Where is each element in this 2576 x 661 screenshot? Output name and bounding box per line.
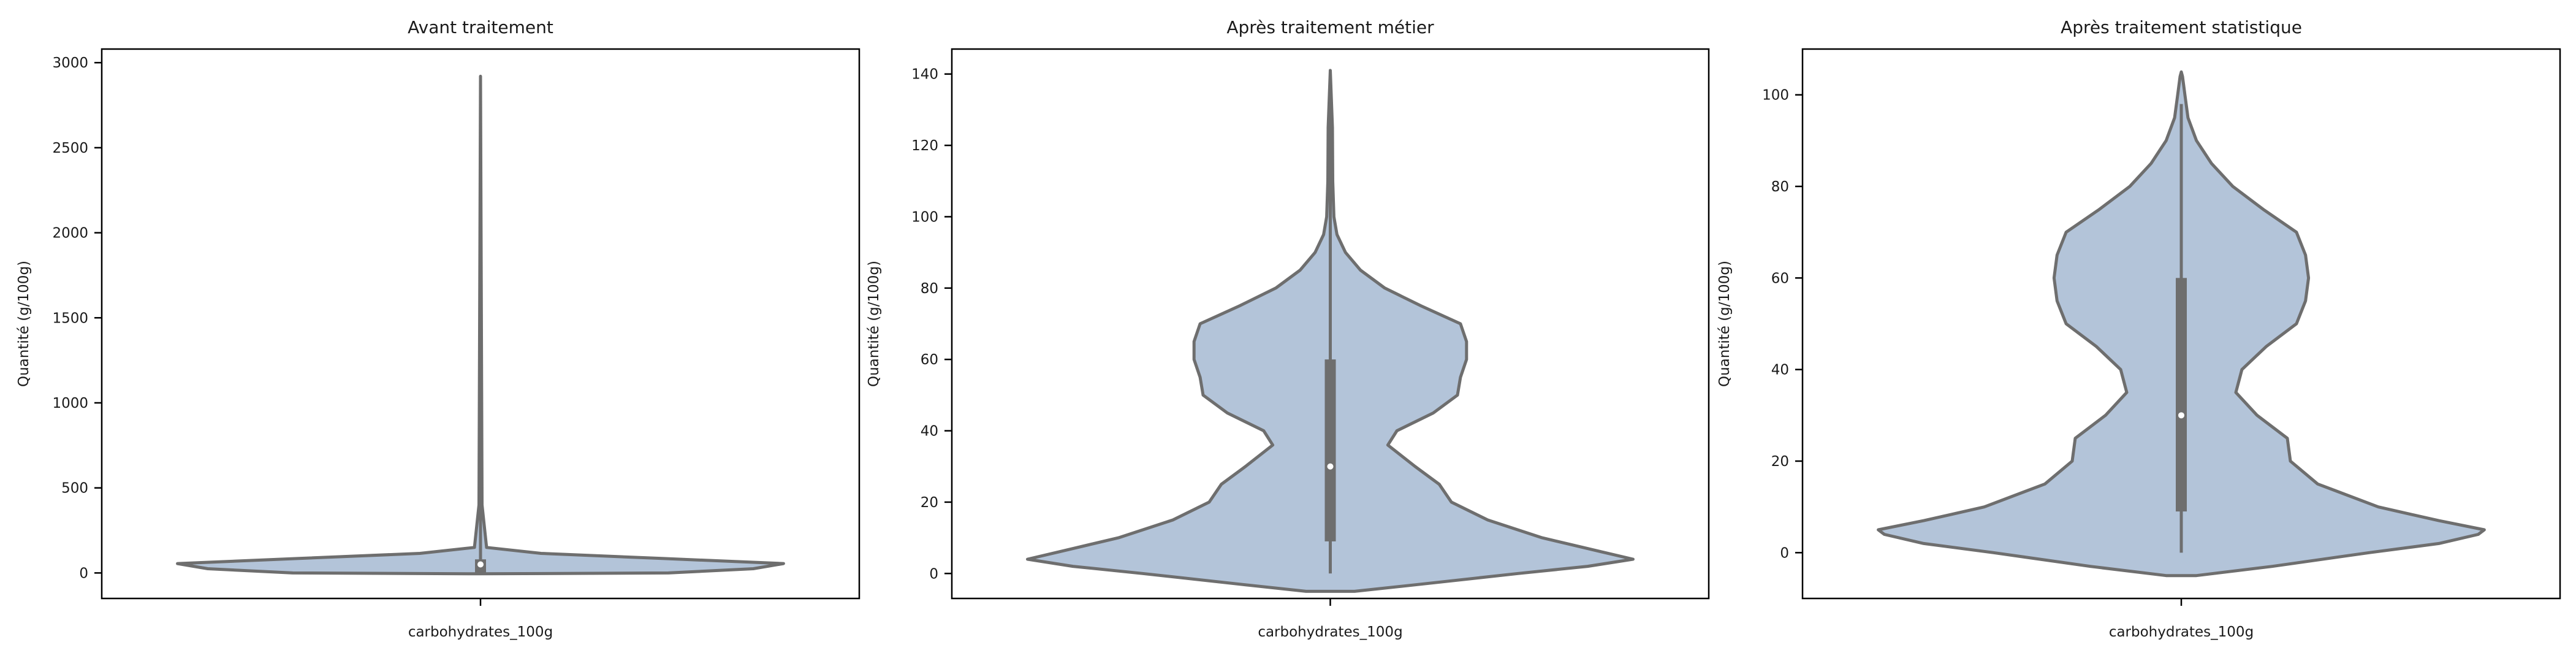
y-tick-label: 500: [61, 481, 88, 497]
violin-iqr-box: [2176, 278, 2187, 512]
chart-title: Avant traitement: [408, 17, 553, 37]
x-tick-label: carbohydrates_100g: [2109, 624, 2254, 640]
y-axis-label: Quantité (g/100g): [16, 261, 32, 387]
x-tick-label: carbohydrates_100g: [408, 624, 553, 640]
y-tick-label: 1000: [52, 395, 88, 411]
chart-title: Après traitement métier: [1226, 17, 1434, 37]
violin-median-point: [2178, 412, 2184, 419]
violin-iqr-box: [1324, 359, 1336, 541]
y-tick-label: 2000: [52, 226, 88, 242]
chart-panel-3: 0 20 40 60 80 100 carbohydrates_100g Après trai…: [1717, 17, 2561, 640]
y-tick-label: 40: [1771, 362, 1789, 378]
y-tick-label: 0: [929, 566, 938, 582]
y-tick-label: 140: [911, 67, 938, 83]
y-tick-label: 40: [921, 424, 938, 440]
y-tick-label: 0: [1780, 545, 1789, 561]
chart-title: Après traitement statistique: [2061, 17, 2302, 37]
y-tick-label: 0: [79, 565, 88, 581]
y-tick-label: 1500: [52, 310, 88, 326]
y-tick-label: 20: [921, 495, 938, 511]
y-tick-label: 100: [911, 209, 938, 225]
y-tick-label: 20: [1771, 454, 1789, 470]
x-tick-label: carbohydrates_100g: [1258, 624, 1402, 640]
y-tick-label: 60: [921, 352, 938, 368]
y-tick-label: 2500: [52, 140, 88, 156]
violin-median-point: [1327, 463, 1334, 470]
y-tick-label: 120: [911, 138, 938, 154]
chart-panel-2: 0 20 40 60 80 100 120 140 carbohydrates_100g Aprè…: [866, 17, 1710, 640]
chart-panel-1: 0 500 1000 1500 2000 2500 3000 carbohydrates_10…: [16, 17, 861, 640]
y-tick-label: 80: [921, 281, 938, 297]
y-tick-label: 3000: [52, 55, 88, 71]
y-axis-label: Quantité (g/100g): [866, 261, 882, 387]
y-tick-label: 60: [1771, 270, 1789, 286]
y-tick-label: 100: [1762, 88, 1789, 104]
y-axis-label: Quantité (g/100g): [1717, 261, 1733, 387]
violin-median-point: [477, 561, 484, 568]
y-tick-label: 80: [1771, 179, 1789, 195]
